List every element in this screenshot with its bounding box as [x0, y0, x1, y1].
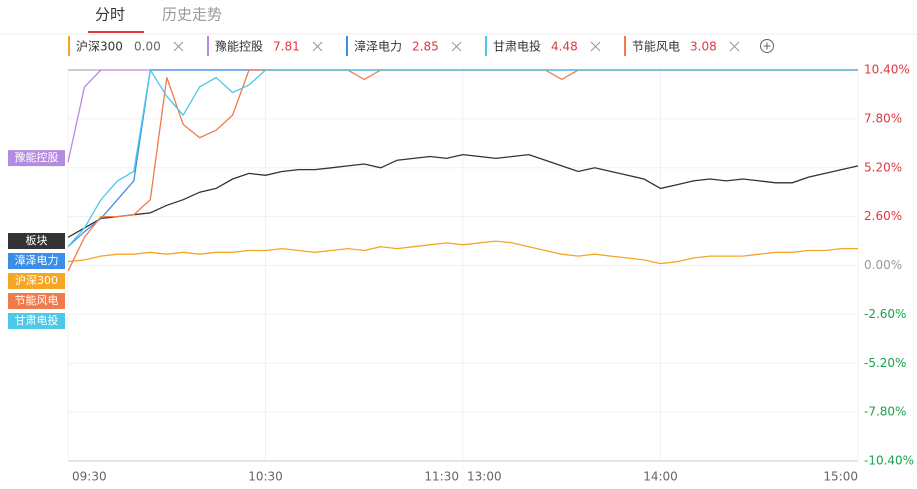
tab-active[interactable]: 分时	[95, 6, 125, 24]
series-tag	[8, 150, 65, 167]
series-tag-label: 节能风电	[15, 293, 59, 307]
series-tag-label: 豫能控股	[15, 150, 59, 164]
x-tick-label: 09:30	[72, 470, 107, 484]
series-tag	[8, 273, 65, 289]
chip-close[interactable]	[729, 41, 740, 52]
series-tag-label: 漳泽电力	[15, 253, 59, 267]
series-tag-label: 板块	[26, 233, 48, 247]
series-tag-label: 沪深300	[15, 273, 58, 287]
chip-close[interactable]	[312, 41, 323, 52]
x-tick-label: 11:30	[424, 470, 459, 484]
series-tag	[8, 313, 65, 329]
chip-close[interactable]	[451, 41, 462, 52]
series-tag	[8, 253, 65, 269]
x-tick-label: 13:00	[467, 470, 502, 484]
series-tag	[8, 293, 65, 309]
chip-value: 4.48	[551, 40, 578, 54]
x-tick-label: 15:00	[823, 470, 858, 484]
series-line	[67, 240, 858, 265]
chip-value: 3.08	[690, 40, 717, 54]
chip-value: 7.81	[273, 40, 300, 54]
y-tick-label: -7.80%	[864, 405, 906, 419]
tab[interactable]: 历史走势	[162, 6, 222, 24]
chip-name: 甘肃电投	[493, 39, 541, 54]
series-line	[67, 68, 858, 248]
x-tick-label: 10:30	[248, 470, 283, 484]
chip-value: 0.00	[134, 40, 161, 54]
add-icon[interactable]	[760, 39, 774, 53]
x-tick-label: 14:00	[643, 470, 678, 484]
series-line	[67, 153, 859, 238]
y-tick-label: -2.60%	[864, 307, 906, 321]
chip-value: 2.85	[412, 40, 439, 54]
chip-name: 豫能控股	[215, 40, 263, 54]
y-tick-label: 10.40%	[864, 63, 910, 77]
y-tick-label: 0.00%	[864, 258, 902, 272]
chip-name: 漳泽电力	[354, 39, 402, 54]
add-icon-plus	[763, 42, 771, 50]
chip-name: 节能风电	[632, 40, 680, 54]
chip-close[interactable]	[590, 41, 601, 52]
chip-marker	[68, 36, 70, 56]
y-tick-label: 5.20%	[864, 160, 902, 174]
chip-marker	[346, 36, 348, 56]
y-tick-label: -10.40%	[864, 454, 914, 468]
chip-marker	[485, 36, 487, 56]
chip-close[interactable]	[173, 41, 184, 52]
series-tag	[8, 233, 65, 249]
chip-marker	[207, 36, 209, 56]
y-tick-label: 2.60%	[864, 209, 902, 223]
y-tick-label: -5.20%	[864, 356, 906, 370]
series-tag-label: 甘肃电投	[15, 313, 59, 327]
tab-underline	[88, 31, 144, 33]
y-tick-label: 7.80%	[864, 111, 902, 125]
chip-marker	[624, 36, 626, 56]
chip-name: 沪深300	[76, 40, 123, 54]
